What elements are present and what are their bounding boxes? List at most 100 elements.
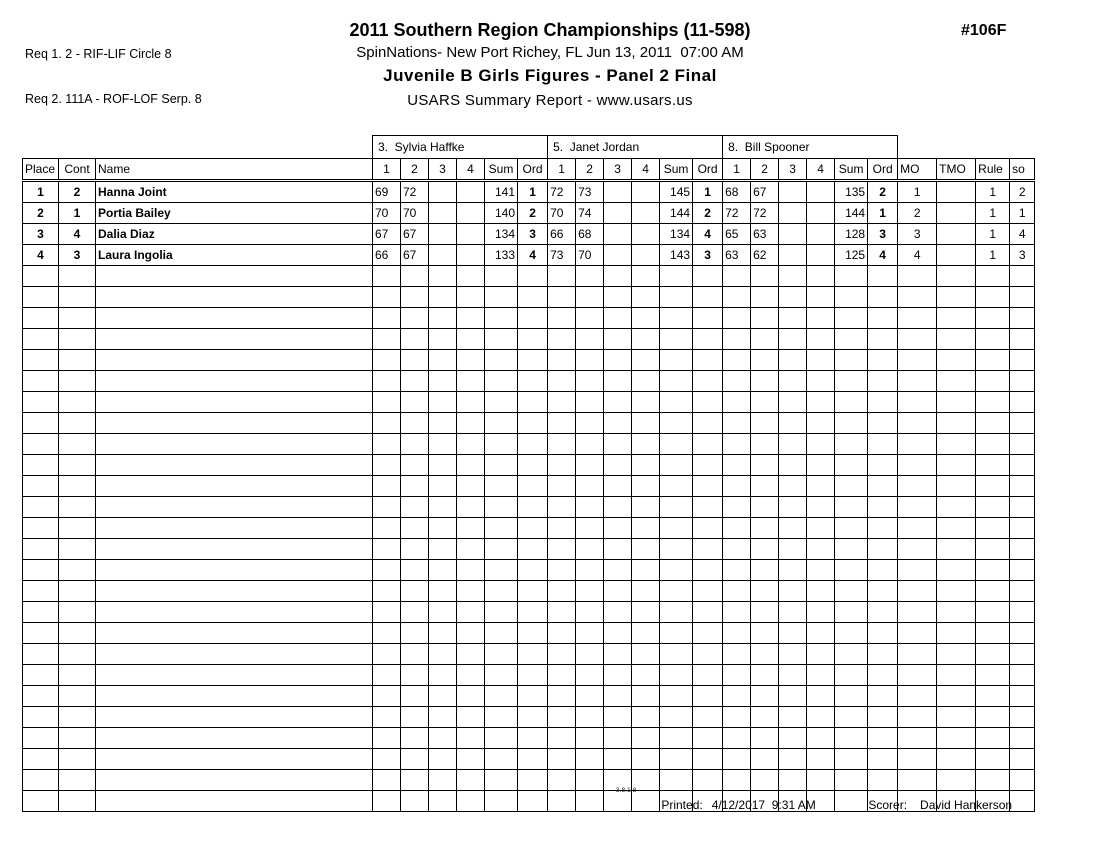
cell-judge2-score1: 70: [547, 202, 577, 224]
cell-rule: [975, 370, 1011, 392]
results-table: 3. Sylvia Haffke 5. Janet Jordan 8. Bill S…: [22, 135, 1036, 812]
cell-tmo: [936, 391, 977, 413]
cell-judge3-score1: [722, 391, 752, 413]
cell-judge2-sum: [659, 475, 694, 497]
cell-judge2-sum: [659, 370, 694, 392]
requirement-1: Req 1. 2 - RIF-LIF Circle 8: [25, 47, 172, 61]
cell-judge1-score3: [428, 349, 457, 371]
cell-rule: [975, 454, 1011, 476]
cell-judge1-ord: [516, 685, 549, 707]
cell-judge1-score2: [400, 538, 429, 560]
cell-judge2-ord: [692, 433, 724, 455]
cell-judge2-score1: [547, 349, 577, 371]
cell-judge3-score1: [722, 349, 752, 371]
report-type-line: USARS Summary Report - www.usars.us: [407, 92, 693, 109]
cell-judge2-sum: [659, 265, 694, 287]
cell-mo: 4: [897, 244, 938, 266]
cell-judge1-score2: [400, 265, 429, 287]
cell-judge3-score1: [722, 433, 752, 455]
cell-judge1-score3: [428, 748, 457, 770]
cell-judge2-score4: [631, 202, 661, 224]
cell-judge3-sum: 144: [834, 202, 869, 224]
cell-judge2-score1: [547, 517, 577, 539]
cell-cont: [58, 349, 96, 371]
cell-mo: [897, 727, 938, 749]
cell-judge2-ord: [692, 286, 724, 308]
cell-judge1-ord: [516, 580, 549, 602]
cell-judge1-score3: [428, 370, 457, 392]
cell-judge1-score1: [372, 601, 401, 623]
cell-judge1-score1: [372, 559, 401, 581]
cell-judge3-sum: [834, 286, 869, 308]
col-header-judge3-1: 1: [722, 158, 752, 182]
empty-table-row: [22, 433, 1036, 455]
col-header-judge3-4: 4: [806, 158, 836, 182]
cell-so: 1: [1009, 202, 1036, 224]
cell-judge2-score3: [603, 538, 633, 560]
empty-table-row: [22, 601, 1036, 623]
cell-cont: [58, 433, 96, 455]
cell-judge1-score4: [456, 328, 485, 350]
cell-judge2-score4: [631, 706, 661, 728]
cell-judge2-score4: [631, 223, 661, 245]
cell-place: [22, 433, 59, 455]
cell-judge2-score1: [547, 265, 577, 287]
cell-place: [22, 559, 59, 581]
cell-judge2-score4: [631, 475, 661, 497]
cell-judge3-ord: [867, 496, 899, 518]
col-header-name: Name: [95, 158, 373, 182]
cell-judge3-score2: 72: [750, 202, 780, 224]
cell-judge2-score3: [603, 307, 633, 329]
cell-judge1-score3: [428, 685, 457, 707]
cell-judge3-score4: [806, 328, 836, 350]
cell-rule: 1: [975, 180, 1011, 203]
cell-judge1-score2: [400, 391, 429, 413]
cell-judge1-score1: [372, 517, 401, 539]
cell-judge3-score2: 67: [750, 180, 780, 203]
cell-judge2-score3: [603, 496, 633, 518]
cell-judge1-score2: [400, 349, 429, 371]
cell-judge2-score4: [631, 180, 661, 203]
cell-tmo: [936, 223, 977, 245]
cell-cont: [58, 727, 96, 749]
cell-judge3-ord: [867, 328, 899, 350]
cell-judge1-sum: [484, 748, 518, 770]
empty-table-row: [22, 706, 1036, 728]
cell-so: [1009, 475, 1036, 497]
cell-judge1-score1: [372, 580, 401, 602]
cell-judge3-score2: [750, 496, 780, 518]
cell-judge2-score3: [603, 727, 633, 749]
cell-judge3-score1: [722, 748, 752, 770]
cell-name: [95, 496, 373, 518]
cell-judge2-score2: [575, 664, 605, 686]
cell-mo: [897, 391, 938, 413]
cell-judge2-score4: [631, 622, 661, 644]
empty-table-row: [22, 790, 1036, 812]
cell-judge2-score1: [547, 496, 577, 518]
cell-so: [1009, 685, 1036, 707]
cell-mo: 2: [897, 202, 938, 224]
cell-judge2-sum: [659, 559, 694, 581]
requirement-2: Req 2. 111A - ROF-LOF Serp. 8: [25, 92, 202, 106]
cell-judge1-ord: [516, 517, 549, 539]
cell-judge3-ord: [867, 538, 899, 560]
cell-judge1-ord: 2: [516, 202, 549, 224]
cell-judge3-score4: [806, 664, 836, 686]
cell-judge2-score1: [547, 286, 577, 308]
table-row: 4 3 Laura Ingolia 66 67 133 4 73 70 143 3 63 62 125 4 4…: [22, 244, 1036, 266]
empty-table-row: [22, 643, 1036, 665]
competition-subtitle: SpinNations- New Port Richey, FL Jun 13,…: [356, 44, 744, 61]
cell-judge1-ord: [516, 328, 549, 350]
cell-mo: [897, 349, 938, 371]
cell-judge3-score4: [806, 412, 836, 434]
cell-judge1-sum: [484, 496, 518, 518]
cell-tmo: [936, 538, 977, 560]
cell-judge3-score3: [778, 475, 808, 497]
cell-judge1-score4: [456, 370, 485, 392]
cell-mo: [897, 475, 938, 497]
cell-cont: [58, 622, 96, 644]
cell-mo: [897, 454, 938, 476]
cell-judge2-score1: [547, 370, 577, 392]
col-header-judge1-3: 3: [428, 158, 457, 182]
cell-judge3-sum: [834, 391, 869, 413]
